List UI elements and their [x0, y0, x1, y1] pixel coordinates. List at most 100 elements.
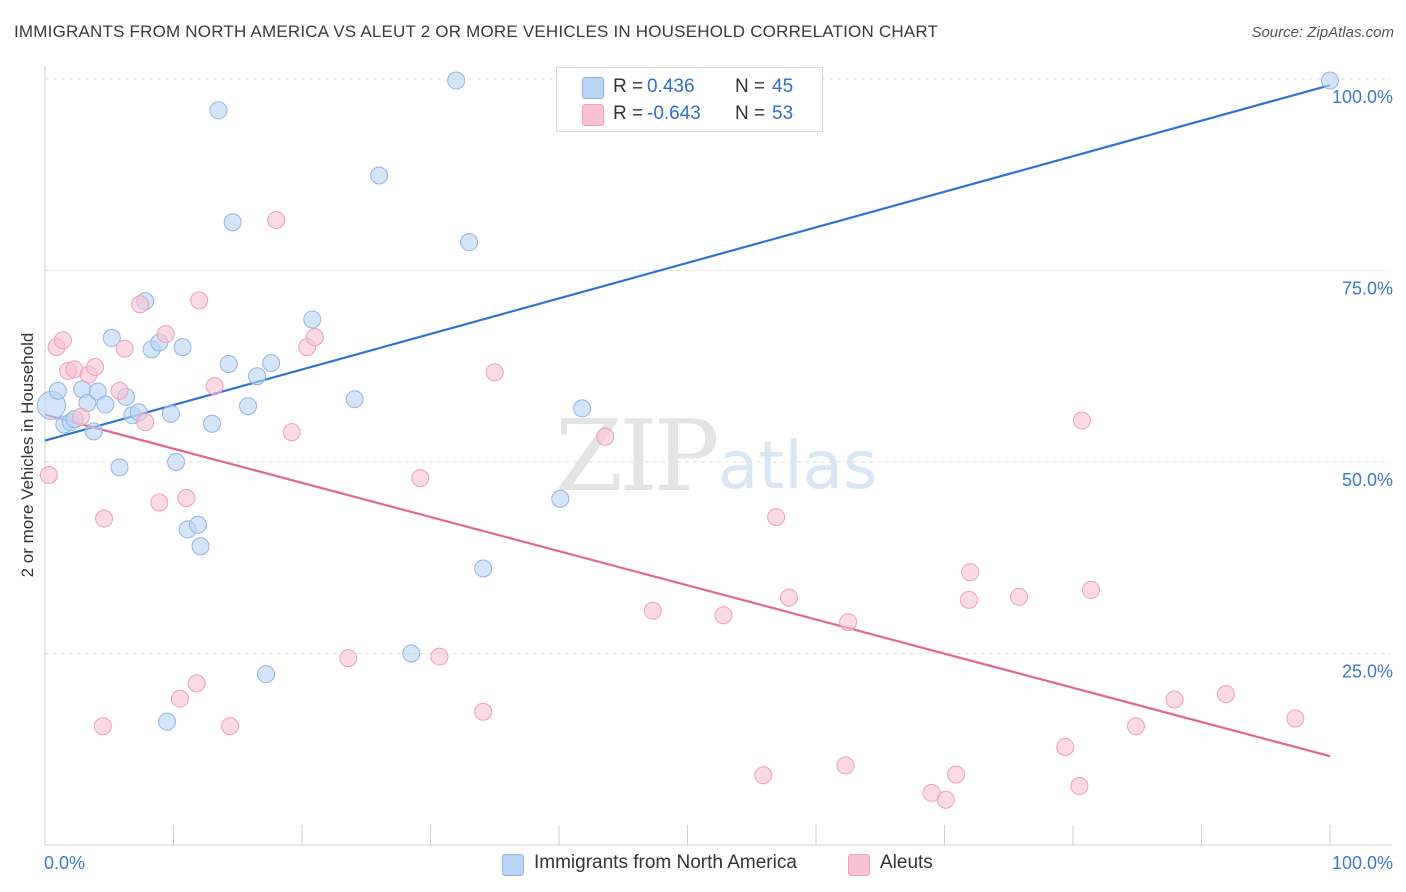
- legend-row-immigrants: R = 0.436 N = 45: [557, 74, 822, 100]
- trend-line-aleuts: [44, 413, 1331, 758]
- data-point: [411, 469, 430, 488]
- data-point: [305, 328, 324, 347]
- y-tick-label: 50.0%: [1342, 470, 1393, 490]
- legend-r-value: 0.436: [647, 76, 695, 97]
- watermark: ZIP atlas: [555, 400, 878, 514]
- legend-swatch-pink: [582, 104, 604, 126]
- data-point: [1216, 685, 1235, 704]
- data-point: [1070, 777, 1089, 796]
- data-point: [86, 358, 105, 377]
- data-point: [767, 508, 786, 527]
- data-point: [96, 395, 115, 414]
- trend-line-immigrants: [44, 84, 1331, 442]
- data-point: [947, 765, 966, 784]
- axes: [44, 66, 1392, 846]
- watermark-atlas: atlas: [718, 427, 878, 504]
- y-tick-label: 75.0%: [1342, 279, 1393, 299]
- stats-legend: R = 0.436 N = 45 R = -0.643 N = 53: [556, 67, 823, 132]
- data-point: [205, 377, 224, 396]
- data-point: [839, 613, 858, 632]
- data-point: [460, 233, 479, 252]
- data-point: [173, 338, 192, 357]
- data-point: [754, 766, 773, 785]
- x-tick-label: 100.0%: [1332, 853, 1393, 873]
- bottom-legend-swatch-pink: [848, 854, 870, 876]
- data-point: [551, 489, 570, 508]
- x-tick-label: 0.0%: [44, 853, 85, 873]
- data-point: [1126, 717, 1145, 736]
- legend-n-label: N =: [735, 103, 766, 124]
- data-point: [150, 493, 169, 512]
- legend-n-value: 53: [772, 103, 794, 124]
- gridlines: [45, 78, 1390, 654]
- data-point: [1081, 580, 1100, 599]
- data-point: [115, 339, 134, 358]
- bottom-legend-label: Immigrants from North America: [534, 852, 797, 873]
- legend-n-value: 45: [772, 76, 794, 97]
- data-point: [936, 790, 955, 809]
- data-point: [71, 407, 90, 426]
- data-point: [1286, 709, 1305, 728]
- data-point: [221, 717, 240, 736]
- y-tick-label: 100.0%: [1332, 87, 1393, 107]
- data-point: [158, 712, 177, 731]
- data-point: [93, 717, 112, 736]
- y-axis-label: 2 or more Vehicles in Household: [18, 332, 37, 578]
- data-point: [1010, 587, 1029, 606]
- data-point: [248, 367, 267, 386]
- data-point: [110, 381, 129, 400]
- series-aleuts: [39, 210, 1305, 809]
- data-point: [187, 674, 206, 693]
- data-point: [177, 489, 196, 508]
- legend-n-label: N =: [735, 76, 766, 97]
- data-point: [1165, 690, 1184, 709]
- data-point: [262, 354, 281, 373]
- data-point: [161, 404, 180, 423]
- data-point: [156, 325, 175, 344]
- data-point: [48, 381, 67, 400]
- data-point: [370, 166, 389, 185]
- data-point: [339, 649, 358, 668]
- data-point: [1321, 71, 1339, 90]
- bottom-legend-swatch-blue: [502, 854, 524, 876]
- data-point: [102, 328, 121, 347]
- legend-r-label: R =: [613, 76, 644, 97]
- data-point: [474, 559, 493, 578]
- data-point: [170, 689, 189, 708]
- data-point: [282, 423, 301, 442]
- data-point: [39, 466, 58, 485]
- legend-r-label: R =: [613, 103, 644, 124]
- data-point: [1072, 411, 1091, 430]
- bottom-legend-label: Aleuts: [880, 852, 933, 873]
- data-point: [485, 363, 504, 382]
- legend-r-value: -0.643: [647, 103, 701, 124]
- data-point: [191, 537, 210, 556]
- data-point: [84, 422, 103, 441]
- data-point: [209, 101, 228, 120]
- data-point: [959, 590, 978, 609]
- data-point: [961, 563, 980, 582]
- legend-swatch-blue: [582, 77, 604, 99]
- data-point: [430, 647, 449, 666]
- y-tick-label: 25.0%: [1342, 662, 1393, 682]
- data-point: [53, 331, 72, 350]
- data-point: [131, 295, 150, 314]
- data-point: [219, 354, 238, 373]
- data-point: [836, 756, 855, 775]
- data-point: [402, 644, 421, 663]
- chart-title: IMMIGRANTS FROM NORTH AMERICA VS ALEUT 2…: [14, 22, 939, 41]
- data-point: [1056, 737, 1075, 756]
- data-point: [714, 606, 733, 625]
- data-point: [780, 588, 799, 607]
- data-point: [190, 291, 209, 310]
- data-point: [223, 213, 242, 232]
- data-point: [643, 601, 662, 620]
- data-point: [267, 210, 286, 229]
- data-point: [203, 414, 222, 433]
- watermark-zip: ZIP: [555, 400, 717, 514]
- data-point: [573, 399, 592, 418]
- data-point: [167, 453, 186, 471]
- tick-labels: 25.0% 50.0% 75.0% 100.0% 0.0% 100.0%: [44, 87, 1393, 873]
- data-point: [95, 509, 114, 528]
